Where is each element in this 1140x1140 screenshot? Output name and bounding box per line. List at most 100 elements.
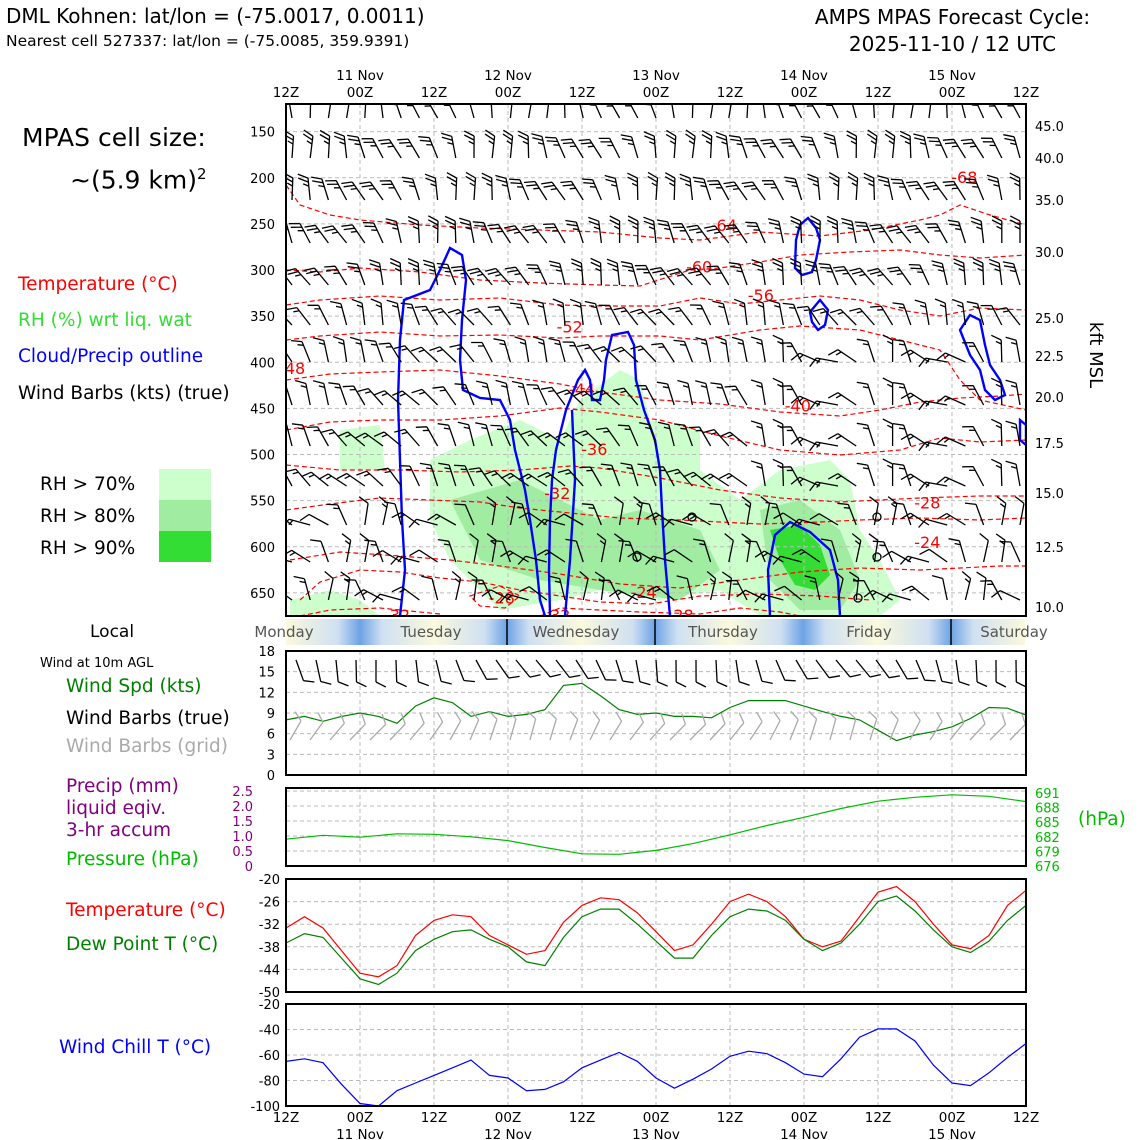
wind-barb [444, 215, 457, 244]
wind-barb [489, 104, 493, 119]
wind-barb [882, 550, 912, 563]
wind-barb [686, 224, 712, 244]
weekday-band [729, 619, 877, 645]
temperature-contour-label: -32 [544, 606, 570, 625]
wind-barb [630, 345, 657, 363]
wind-barb [966, 301, 985, 326]
pressure-tick-label: 600 [250, 541, 275, 556]
wind-barb [532, 299, 548, 326]
wind-barb [326, 503, 348, 526]
wind-barb [589, 711, 601, 741]
wind-barb [669, 104, 675, 119]
wind-barb [349, 336, 366, 363]
wind-barb [379, 180, 402, 201]
wind-barb [906, 180, 930, 201]
wind-barb [563, 104, 566, 119]
wind-barb [689, 304, 712, 326]
wind-speed-tick: 0 [267, 769, 275, 784]
wind-speed-tick: 15 [258, 666, 275, 681]
wind-chill-tick: -100 [250, 1100, 280, 1115]
wind-barb [466, 307, 493, 326]
wind-barb [617, 424, 639, 447]
wind-barb [733, 298, 748, 326]
wind-barb [554, 513, 584, 526]
wind-barb [635, 659, 651, 686]
wind-barb [1009, 172, 1021, 201]
wind-barb [306, 426, 329, 447]
precip-tick: 1.0 [232, 830, 253, 845]
rh-area [290, 590, 380, 616]
altitude-tick-label: 20.0 [1035, 391, 1064, 406]
wind-barb [971, 104, 985, 119]
wind-barb [393, 345, 420, 363]
label-precip-1: Precip (mm) [66, 776, 179, 797]
wind-barb [712, 300, 730, 326]
wind-barb [424, 104, 439, 119]
wind-barb [847, 171, 859, 201]
wind-barb [645, 555, 675, 565]
wind-barb [682, 513, 711, 526]
wind-barb [750, 460, 766, 487]
wind-barb [709, 713, 726, 741]
legend-rh70: RH > 70% [40, 474, 136, 495]
top-date-label: 15 Nov [928, 68, 976, 84]
wind-barb [834, 571, 844, 601]
wind-barb [675, 659, 687, 688]
wind-barb [484, 129, 496, 159]
label-pressure: Pressure (hPa) [66, 849, 199, 870]
pressure-tick: 685 [1035, 816, 1060, 831]
pressure-tick-label: 350 [250, 310, 275, 325]
precip-tick: 2.0 [232, 800, 253, 815]
cross-section-frame [285, 103, 1027, 617]
wind-barb [346, 262, 366, 286]
wind-chill-panel-frame [285, 1003, 1027, 1107]
precip-pressure-panel-frame [285, 787, 1027, 867]
wind-barb [828, 172, 840, 201]
bottom-hour-label: 12Z [421, 1110, 447, 1126]
altitude-tick-label: 40.0 [1035, 152, 1064, 167]
wind-barb [286, 317, 293, 326]
wind-barb [760, 138, 784, 159]
wind-barb [936, 476, 966, 487]
wind-barb [970, 216, 985, 244]
wind-barb [358, 496, 369, 526]
wind-barb [627, 215, 639, 244]
wind-barb [691, 104, 694, 119]
temperature-contour-label: -68 [951, 168, 977, 187]
wind-barb [368, 259, 384, 286]
wind-barb [429, 711, 444, 741]
wind-barb [286, 130, 295, 159]
wind-barb [962, 465, 985, 487]
wind-barb [543, 223, 566, 244]
wind-barb [517, 555, 547, 565]
wind-barb [297, 173, 311, 201]
wind-barb [495, 379, 512, 406]
wind-barb [964, 178, 985, 201]
wind-barb [976, 571, 987, 601]
wind-barb [715, 335, 730, 363]
wind-panel-title: Wind at 10m AGL [40, 656, 154, 671]
wind-barb [569, 710, 579, 741]
bottom-hour-label: 00Z [643, 1110, 669, 1126]
wind-barb [609, 215, 621, 243]
wind-barb [928, 104, 932, 119]
temperature-contour-label: -28 [668, 606, 694, 625]
wind-barb [664, 172, 676, 201]
wind-barb [364, 104, 367, 119]
wind-barb [856, 381, 876, 406]
pressure-tick-label: 500 [250, 449, 275, 464]
wind-barb [321, 225, 348, 244]
wind-barb [999, 540, 1021, 563]
wind-barb [557, 468, 584, 487]
wind-barb [942, 180, 966, 201]
wind-barb [318, 473, 347, 487]
wind-barb [319, 129, 331, 159]
wind-barb [598, 304, 621, 326]
wind-barb [760, 104, 766, 119]
wind-barb [710, 382, 730, 406]
wind-barb [520, 430, 548, 447]
wind-barb [526, 264, 548, 286]
wind-barb [980, 137, 1003, 159]
wind-barb [531, 133, 548, 159]
wind-barb [286, 351, 293, 363]
